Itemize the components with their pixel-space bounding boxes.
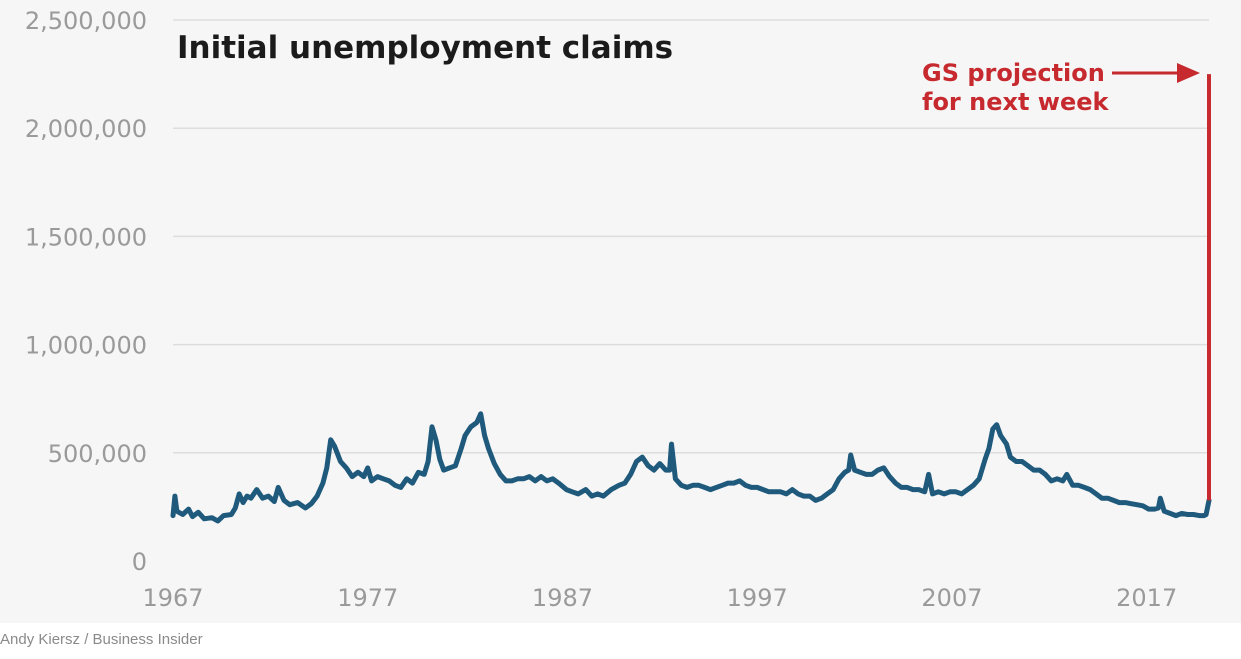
y-tick-label: 500,000 <box>48 440 147 468</box>
x-tick-label: 1977 <box>337 584 398 612</box>
series-line <box>170 411 1212 524</box>
x-axis-tick-labels: 1967 1977 1987 1997 2007 2017 <box>142 584 1177 612</box>
chart-panel: 0 500,000 1,000,000 1,500,000 2,000,000 2,500… <box>24 7 1212 612</box>
gridlines <box>173 19 1209 454</box>
y-axis-tick-labels: 0 500,000 1,000,000 1,500,000 2,000,000 2,500… <box>25 7 147 576</box>
annotation-arrow <box>1112 63 1200 83</box>
y-tick-label: 1,500,000 <box>25 223 147 251</box>
annotation-line-2: for next week <box>922 88 1110 116</box>
x-tick-label: 1987 <box>532 584 593 612</box>
chart-title: Initial unemployment claims <box>177 30 673 66</box>
y-tick-label: 1,000,000 <box>25 332 147 360</box>
series-layer <box>170 411 1212 524</box>
y-tick-label: 0 <box>132 548 147 576</box>
x-tick-label: 1997 <box>727 584 788 612</box>
source-credit: Andy Kiersz / Business Insider <box>0 631 203 648</box>
x-tick-label: 2017 <box>1116 584 1177 612</box>
line-chart: 0 500,000 1,000,000 1,500,000 2,000,000 2,500… <box>25 7 1212 612</box>
y-tick-label: 2,500,000 <box>25 7 147 35</box>
x-tick-label: 2007 <box>921 584 982 612</box>
y-tick-label: 2,000,000 <box>25 115 147 143</box>
x-tick-label: 1967 <box>142 584 203 612</box>
annotation-line-1: GS projection <box>922 59 1105 87</box>
arrow-head <box>1177 63 1200 83</box>
